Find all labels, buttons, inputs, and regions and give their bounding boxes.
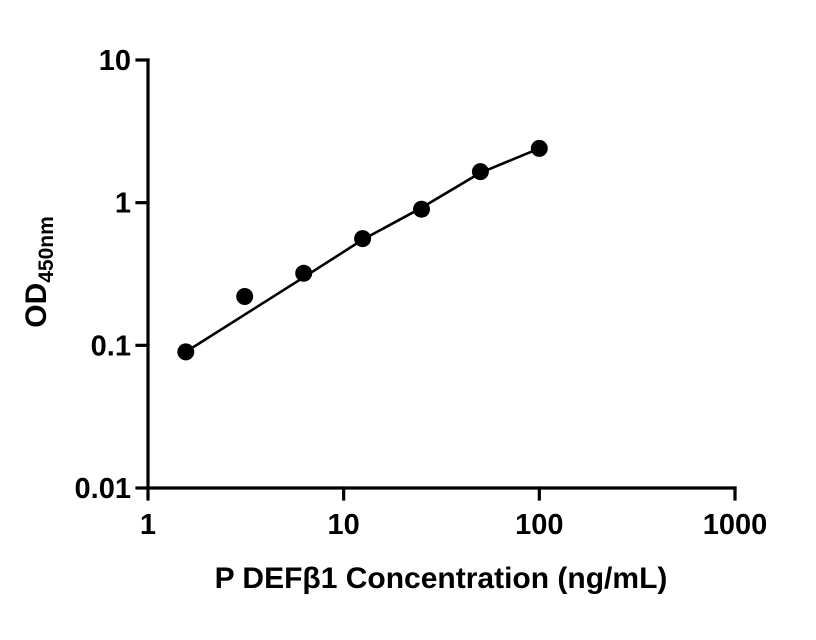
y-tick-label: 0.01 (75, 473, 131, 505)
data-point (177, 343, 195, 361)
axes: 1 10 100 1000 0.01 0.1 1 10 (75, 45, 768, 541)
y-tick-label: 10 (99, 45, 131, 77)
y-axis-title-main: OD (20, 283, 53, 328)
y-tick-label: 0.1 (91, 330, 131, 362)
y-tick-label: 1 (115, 188, 131, 220)
x-tick-label: 100 (515, 509, 563, 541)
data-point (413, 200, 430, 218)
data-point (530, 139, 548, 157)
fit-line (184, 147, 541, 354)
y-axis-title: OD450nm (20, 216, 58, 328)
x-tick-label: 10 (328, 509, 360, 541)
data-point (236, 288, 254, 305)
x-axis-title: P DEFβ1 Concentration (ng/mL) (215, 562, 668, 595)
x-tick-label: 1 (140, 509, 156, 541)
plot-area (177, 139, 548, 361)
data-point (354, 230, 372, 248)
data-point (471, 163, 489, 181)
y-axis-title-subscript: 450nm (35, 216, 58, 283)
x-tick-label: 1000 (703, 509, 768, 541)
data-point (295, 264, 313, 282)
